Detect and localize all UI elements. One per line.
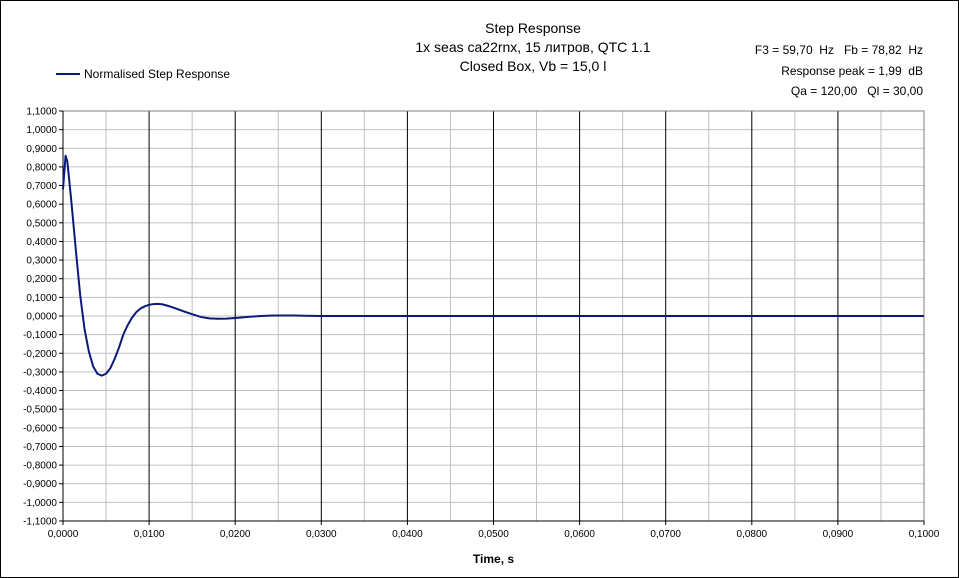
info-line-qa-ql: Qa = 120,00 Ql = 30,00 <box>790 84 923 98</box>
y-tick-label: 0,2000 <box>26 274 57 285</box>
y-tick-label: 0,6000 <box>26 200 57 211</box>
x-tick-label: 0,0700 <box>650 529 681 540</box>
y-tick-label: -0,6000 <box>23 423 57 434</box>
x-tick-label: 0,0400 <box>392 529 423 540</box>
y-tick-label: -0,9000 <box>23 479 57 490</box>
y-tick-label: 0,7000 <box>26 181 57 192</box>
x-tick-label: 0,0000 <box>48 529 79 540</box>
y-tick-label: 1,0000 <box>26 125 57 136</box>
legend-label: Normalised Step Response <box>84 67 231 81</box>
x-tick-label: 0,0900 <box>823 529 854 540</box>
y-tick-label: 0,1000 <box>26 293 57 304</box>
y-tick-label: 0,9000 <box>26 144 57 155</box>
x-tick-label: 0,0200 <box>220 529 251 540</box>
y-tick-label: -0,4000 <box>23 386 57 397</box>
y-tick-label: -0,7000 <box>23 442 57 453</box>
x-tick-label: 0,1000 <box>909 529 940 540</box>
y-tick-label: -0,3000 <box>23 367 57 378</box>
chart-title-line-2: 1x seas ca22rnx, 15 литров, QTC 1.1 <box>415 39 651 55</box>
x-tick-label: 0,0300 <box>306 529 337 540</box>
info-line-f3-fb: F3 = 59,70 Hz Fb = 78,82 Hz <box>754 43 923 57</box>
y-tick-label: -0,1000 <box>23 330 57 341</box>
x-tick-label: 0,0800 <box>737 529 768 540</box>
y-tick-label: 0,3000 <box>26 256 57 267</box>
y-tick-label: -0,5000 <box>23 405 57 416</box>
y-tick-label: -0,8000 <box>23 461 57 472</box>
legend-swatch <box>56 73 80 75</box>
y-tick-label: 0,4000 <box>26 237 57 248</box>
y-tick-label: 0,8000 <box>26 162 57 173</box>
y-tick-label: -1,1000 <box>23 517 57 528</box>
y-tick-label: -1,0000 <box>23 498 57 509</box>
x-tick-label: 0,0100 <box>134 529 165 540</box>
chart-title-line-1: Step Response <box>485 20 581 36</box>
series-line-step-response <box>62 154 924 377</box>
x-tick-label: 0,0600 <box>564 529 595 540</box>
x-tick-label: 0,0500 <box>478 529 509 540</box>
y-tick-label: 0,5000 <box>26 218 57 229</box>
chart-title-line-3: Closed Box, Vb = 15,0 l <box>459 58 607 74</box>
x-axis-label: Time, s <box>473 552 514 566</box>
y-tick-label: -0,2000 <box>23 349 57 360</box>
info-line-response-peak: Response peak = 1,99 dB <box>781 64 923 78</box>
y-tick-label: 0,0000 <box>26 312 57 323</box>
y-tick-label: 1,1000 <box>26 107 57 118</box>
